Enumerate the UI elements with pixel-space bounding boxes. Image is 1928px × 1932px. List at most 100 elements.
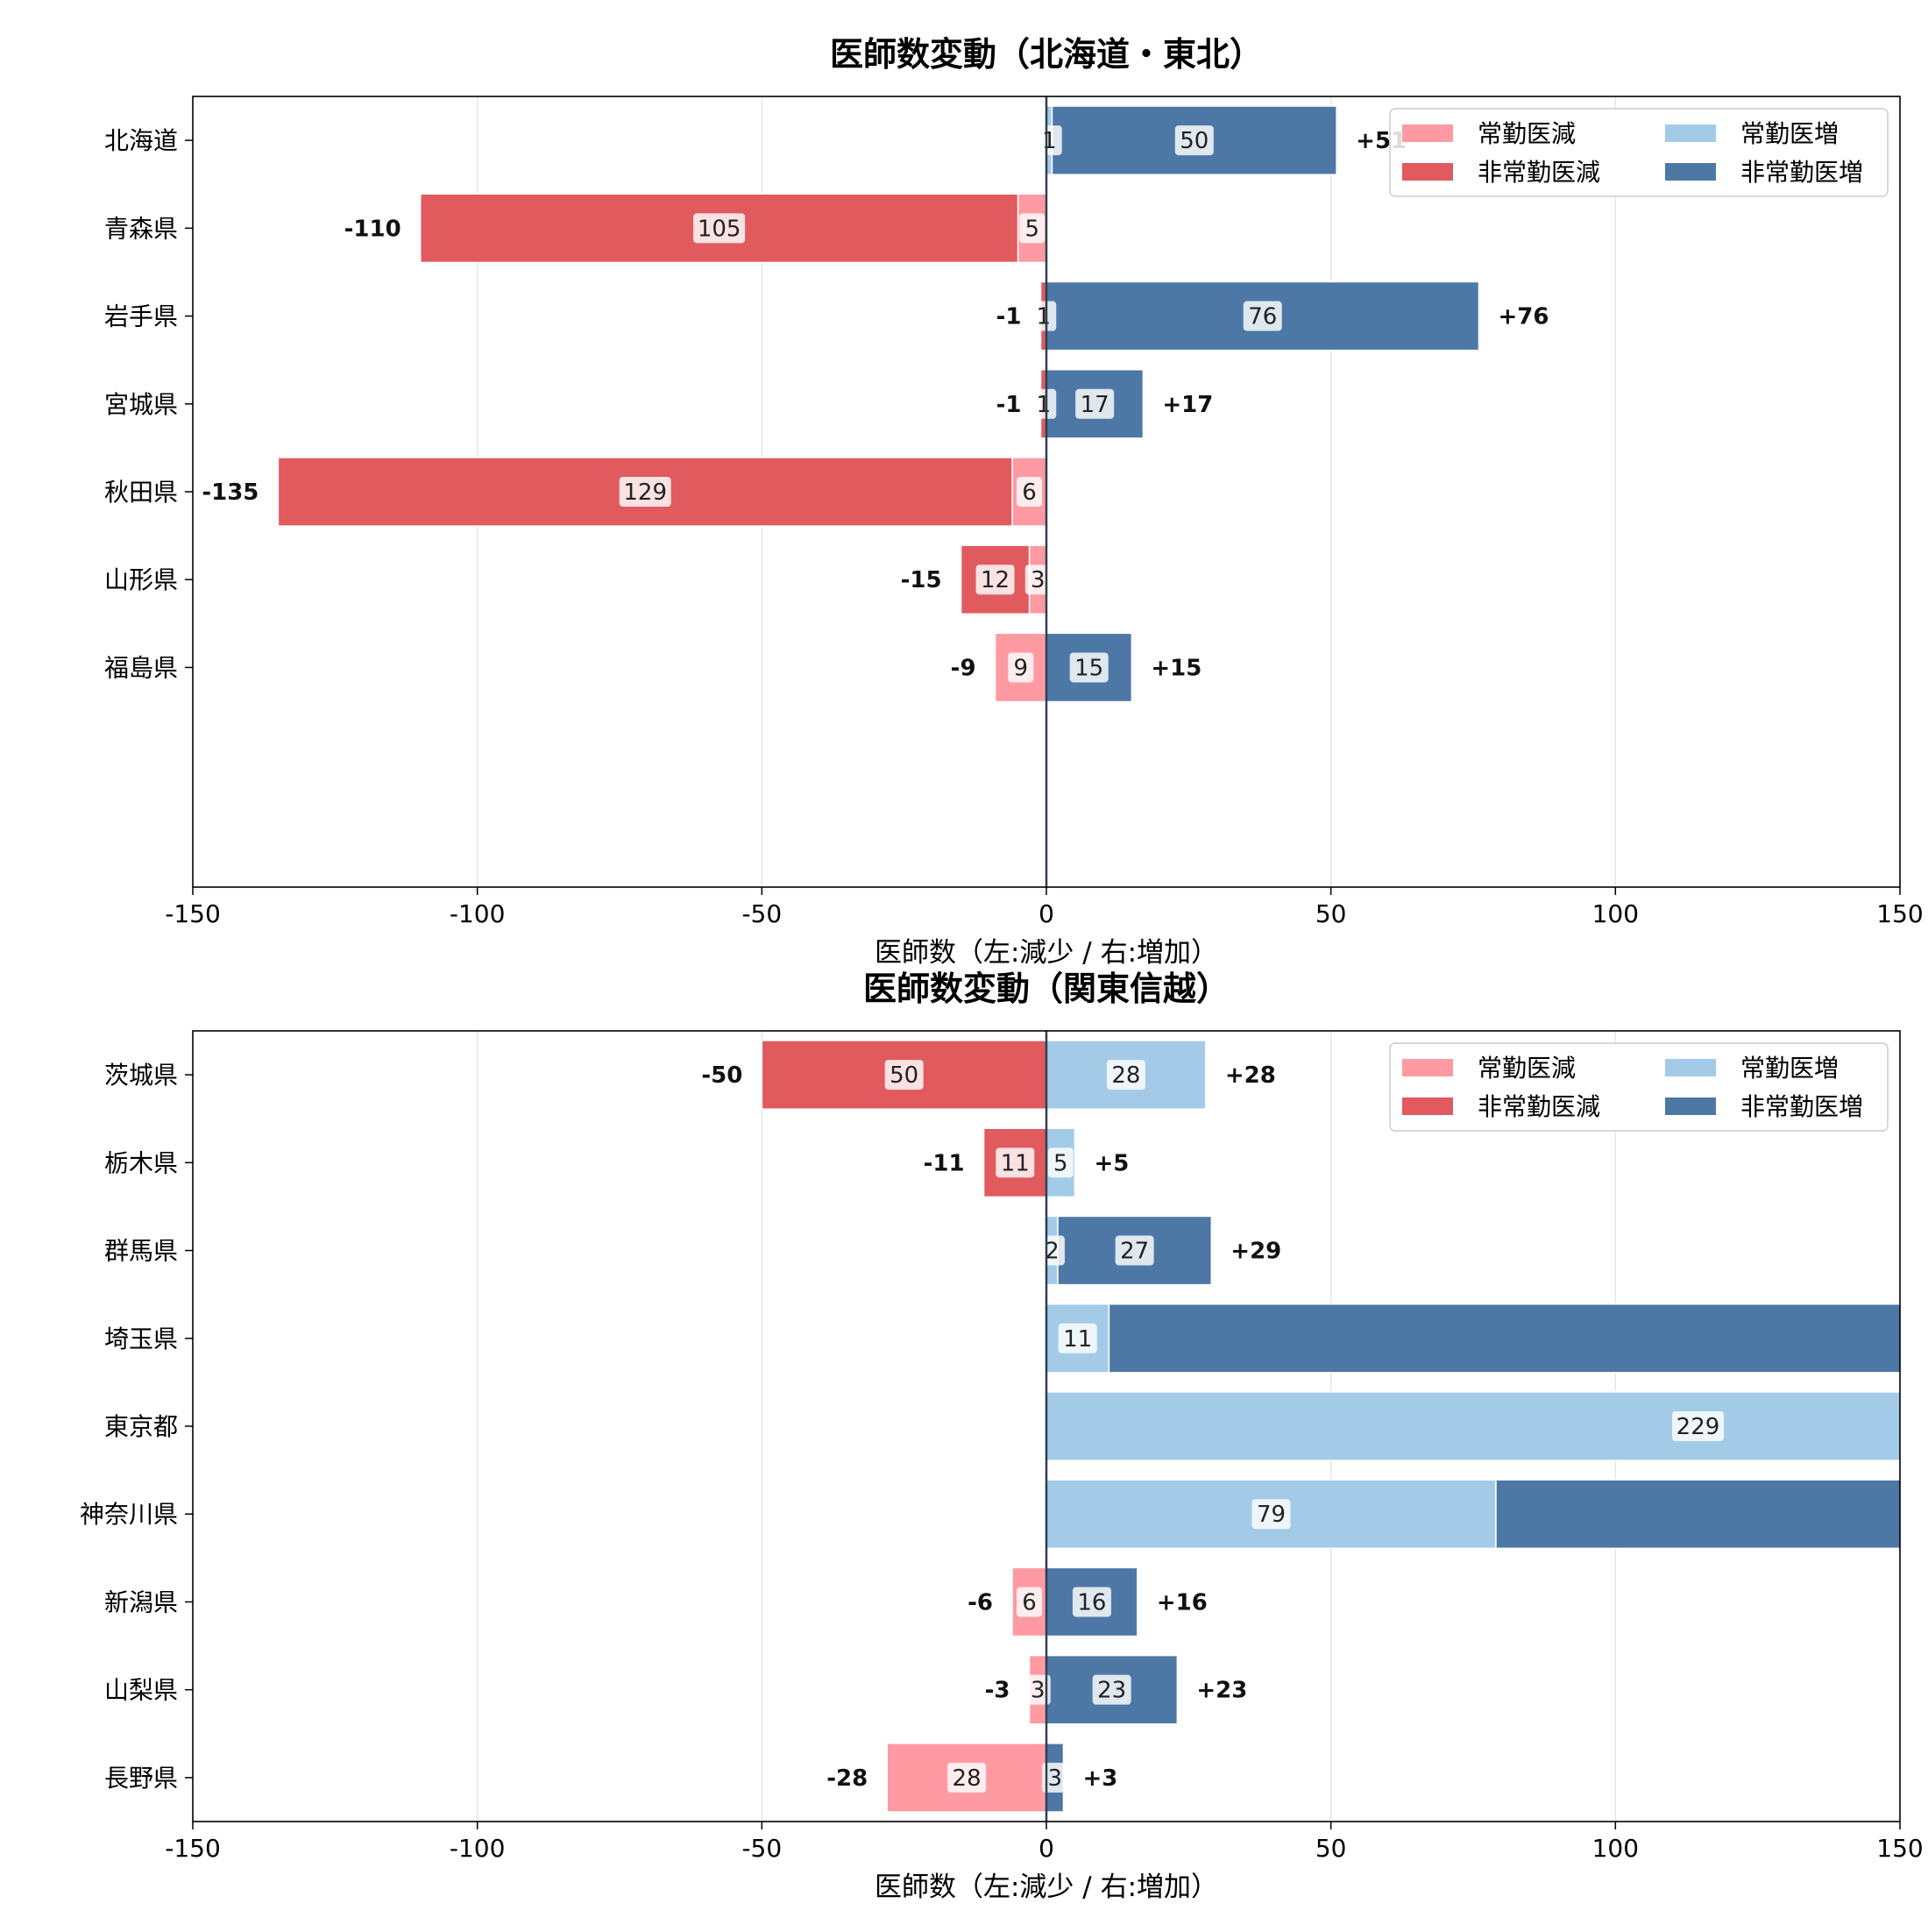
segment-label: 16 bbox=[1077, 1589, 1106, 1616]
total-decrease-label: -50 bbox=[701, 1062, 742, 1089]
segment-label-box bbox=[1024, 1674, 1051, 1705]
x-tick-label: 100 bbox=[1592, 899, 1639, 928]
total-increase-label: +5 bbox=[1094, 1150, 1129, 1176]
y-tick-label: 山梨県 bbox=[104, 1676, 178, 1705]
legend-label: 非常勤医増 bbox=[1740, 1092, 1863, 1121]
legend-swatch bbox=[1402, 163, 1453, 181]
legend-label: 常勤医減 bbox=[1478, 119, 1576, 148]
segment-label: 5 bbox=[1024, 216, 1039, 242]
segment-label: 79 bbox=[1257, 1502, 1286, 1528]
total-increase-label: +29 bbox=[1230, 1239, 1281, 1265]
x-tick-label: -150 bbox=[165, 899, 221, 928]
y-tick-label: 神奈川県 bbox=[80, 1500, 178, 1529]
x-tick-label: -150 bbox=[165, 1834, 221, 1863]
total-increase-label: +3 bbox=[1082, 1765, 1117, 1792]
bar-非常勤医増-神奈川県 bbox=[1495, 1479, 1900, 1550]
x-tick-label: 50 bbox=[1315, 899, 1347, 928]
legend-swatch bbox=[1402, 1059, 1453, 1076]
segment-label-box bbox=[619, 477, 671, 507]
x-tick-label: -100 bbox=[450, 1834, 506, 1863]
y-tick-label: 栃木県 bbox=[104, 1148, 178, 1177]
total-increase-label: +23 bbox=[1196, 1678, 1247, 1704]
legend-label: 常勤医増 bbox=[1740, 119, 1839, 148]
segment-label: 6 bbox=[1022, 1589, 1037, 1616]
segment-label-box bbox=[693, 213, 746, 244]
segment-label: 105 bbox=[698, 216, 741, 242]
bar-非常勤医増-埼玉県 bbox=[1108, 1303, 1900, 1374]
total-increase-label: +16 bbox=[1157, 1589, 1208, 1616]
x-axis-label: 医師数（左:減少 / 右:増加） bbox=[875, 1872, 1218, 1903]
y-tick-label: 北海道 bbox=[104, 126, 178, 155]
legend-label: 常勤医増 bbox=[1740, 1054, 1839, 1083]
x-tick-label: -100 bbox=[450, 899, 506, 928]
segment-label: 11 bbox=[1001, 1150, 1030, 1176]
segment-label: 17 bbox=[1081, 392, 1109, 418]
total-increase-label: +17 bbox=[1162, 392, 1213, 418]
legend-swatch bbox=[1402, 1097, 1453, 1115]
segment-label-box bbox=[1174, 125, 1214, 156]
legend-swatch bbox=[1665, 1059, 1716, 1076]
segment-label: 1 bbox=[1036, 304, 1051, 330]
segment-label-box bbox=[1017, 477, 1043, 507]
segment-label: 27 bbox=[1120, 1239, 1149, 1265]
y-tick-label: 福島県 bbox=[104, 653, 178, 682]
total-decrease-label: -110 bbox=[344, 216, 401, 242]
segment-label: 9 bbox=[1014, 655, 1029, 681]
segment-label: 28 bbox=[953, 1765, 982, 1792]
chart-title: 医師数変動（北海道・東北） bbox=[830, 35, 1263, 74]
segment-label-box bbox=[1243, 301, 1282, 331]
plot-area: 50 28 11 5 2 27 11 229 79 6 16 3 23 28 3 bbox=[761, 1040, 1900, 1813]
segment-label-box bbox=[1047, 1147, 1074, 1178]
segment-label-box bbox=[1031, 388, 1057, 419]
x-tick-label: 100 bbox=[1592, 1834, 1639, 1863]
total-decrease-label: -3 bbox=[985, 1678, 1010, 1704]
segment-label-box bbox=[1024, 565, 1051, 595]
total-decrease-label: -6 bbox=[968, 1589, 993, 1616]
x-tick-label: -50 bbox=[741, 899, 782, 928]
segment-label-box bbox=[884, 1060, 924, 1090]
legend-swatch bbox=[1665, 1097, 1716, 1115]
chart-panel-2: 50 28 11 5 2 27 11 229 79 6 16 3 23 28 3 -50 +28 茨城県 -11 +5… bbox=[80, 970, 1924, 1903]
legend-label: 非常勤医減 bbox=[1478, 158, 1600, 187]
total-decrease-label: -1 bbox=[996, 304, 1022, 330]
segment-label: 2 bbox=[1045, 1239, 1060, 1265]
segment-label: 76 bbox=[1248, 304, 1277, 330]
segment-label-box bbox=[1106, 1060, 1145, 1090]
segment-label-box bbox=[1072, 1587, 1111, 1617]
y-tick-label: 茨城県 bbox=[104, 1061, 178, 1090]
x-axis-label: 医師数（左:減少 / 右:増加） bbox=[875, 937, 1218, 969]
segment-label: 3 bbox=[1047, 1765, 1062, 1792]
segment-label-box bbox=[947, 1762, 987, 1793]
segment-label-box bbox=[1075, 388, 1115, 419]
segment-label: 23 bbox=[1097, 1678, 1126, 1704]
total-decrease-label: -15 bbox=[901, 567, 942, 593]
total-decrease-label: -28 bbox=[826, 1765, 868, 1792]
segment-label: 12 bbox=[981, 567, 1010, 593]
segment-label: 11 bbox=[1063, 1326, 1092, 1353]
y-tick-label: 秋田県 bbox=[104, 478, 178, 507]
segment-label: 5 bbox=[1053, 1150, 1068, 1176]
segment-label-box bbox=[1251, 1499, 1291, 1530]
segment-label-box bbox=[1092, 1674, 1131, 1705]
y-tick-label: 東京都 bbox=[104, 1412, 178, 1441]
total-decrease-label: -1 bbox=[996, 392, 1022, 418]
segment-label-box bbox=[1069, 652, 1109, 683]
segment-label-box bbox=[1017, 1587, 1043, 1617]
segment-label-box bbox=[996, 1147, 1035, 1178]
segment-label-box bbox=[975, 565, 1015, 595]
segment-label: 6 bbox=[1022, 479, 1037, 506]
legend-box bbox=[1389, 1042, 1889, 1132]
x-tick-label: -50 bbox=[741, 1834, 782, 1863]
segment-label: 229 bbox=[1676, 1414, 1720, 1440]
segment-label-box bbox=[1058, 1323, 1097, 1353]
total-decrease-label: -11 bbox=[924, 1150, 965, 1176]
total-increase-label: +28 bbox=[1225, 1062, 1276, 1089]
x-tick-label: 150 bbox=[1876, 1834, 1923, 1863]
segment-label-box bbox=[1036, 125, 1062, 156]
y-tick-label: 山形県 bbox=[104, 565, 178, 594]
legend-label: 非常勤医減 bbox=[1478, 1092, 1600, 1121]
